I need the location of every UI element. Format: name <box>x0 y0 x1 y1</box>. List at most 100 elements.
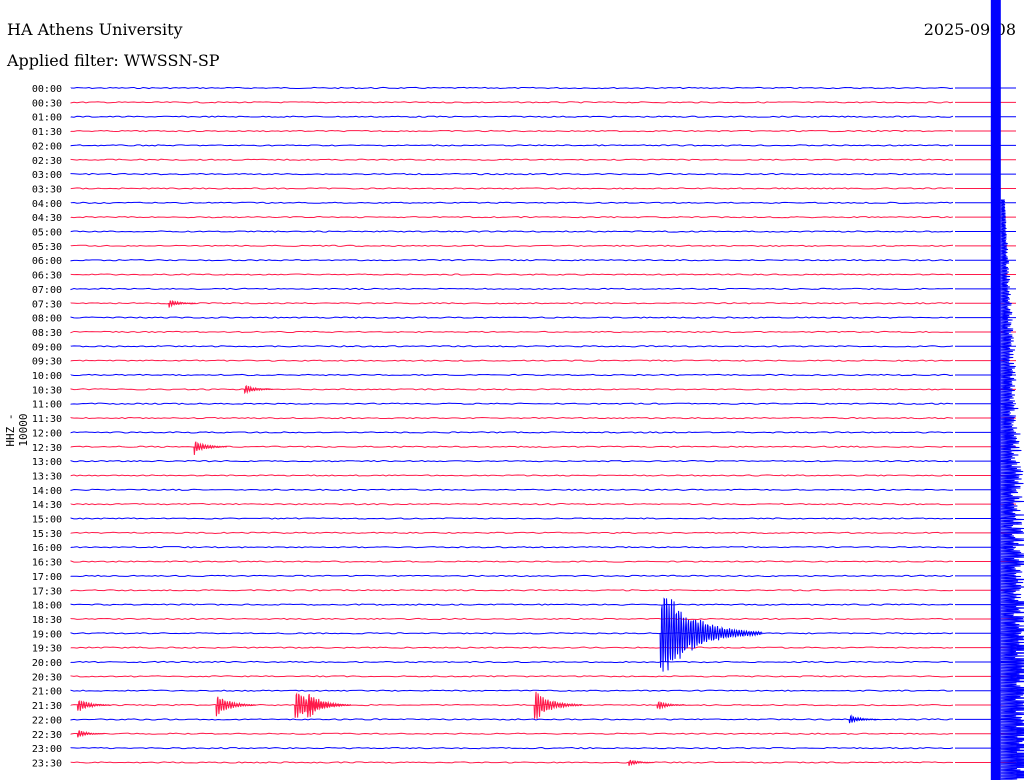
trace-line <box>70 86 954 90</box>
trace-line <box>70 732 953 735</box>
trace-line <box>70 230 954 233</box>
trace-line <box>70 216 954 219</box>
trace-label: 20:30 <box>32 672 62 683</box>
trace-line <box>70 488 954 491</box>
trace-label: 03:30 <box>32 184 62 195</box>
event-waveform <box>659 597 763 672</box>
trace-label: 00:00 <box>32 84 62 95</box>
trace-line <box>70 431 954 434</box>
trace-line <box>70 172 954 176</box>
trace-label: 10:30 <box>32 385 62 396</box>
event-waveform <box>243 384 273 395</box>
trace-label: 18:00 <box>32 601 62 612</box>
trace-line <box>70 388 954 391</box>
trace-line <box>70 402 954 405</box>
trace-label: 06:00 <box>32 256 62 267</box>
trace-label: 18:30 <box>32 615 62 626</box>
trace-line <box>70 531 954 534</box>
trace-line <box>70 287 954 291</box>
trace-label: 17:30 <box>32 586 62 597</box>
trace-line <box>70 546 954 549</box>
trace-line <box>70 646 954 649</box>
trace-line <box>70 201 954 204</box>
trace-label: 00:30 <box>32 98 62 109</box>
trace-line <box>70 746 954 750</box>
trace-label: 22:30 <box>32 730 62 741</box>
trace-label: 06:30 <box>32 271 62 282</box>
trace-line <box>70 560 954 563</box>
trace-line <box>70 603 954 606</box>
trace-line <box>70 187 954 190</box>
trace-label: 23:00 <box>32 744 62 755</box>
trace-label: 04:00 <box>32 199 62 210</box>
event-waveform <box>76 700 111 711</box>
trace-line <box>70 632 954 635</box>
trace-line <box>70 316 954 319</box>
trace-line <box>70 660 954 664</box>
trace-line <box>70 589 954 592</box>
trace-label: 19:30 <box>32 644 62 655</box>
trace-line <box>70 144 954 147</box>
trace-line <box>70 373 954 377</box>
event-waveform <box>533 691 583 719</box>
trace-label: 09:30 <box>32 357 62 368</box>
trace-line <box>70 101 954 104</box>
trace-label: 14:00 <box>32 486 62 497</box>
trace-label: 13:00 <box>32 457 62 468</box>
trace-line <box>70 617 954 621</box>
trace-line <box>70 459 954 463</box>
trace-line <box>70 574 954 578</box>
trace-label: 17:00 <box>32 572 62 583</box>
event-waveform <box>628 759 655 766</box>
trace-line <box>70 517 954 520</box>
trace-line <box>70 345 954 348</box>
trace-label: 09:00 <box>32 342 62 353</box>
trace-label: 10:00 <box>32 371 62 382</box>
trace-label: 14:30 <box>32 500 62 511</box>
trace-label: 07:30 <box>32 299 62 310</box>
event-waveform <box>306 693 352 718</box>
event-waveform <box>193 441 228 455</box>
trace-label: 19:00 <box>32 629 62 640</box>
trace-label: 12:00 <box>32 428 62 439</box>
trace-label: 11:00 <box>32 400 62 411</box>
trace-line <box>70 761 954 764</box>
trace-line <box>70 503 954 506</box>
large-event-coda <box>1000 199 1024 780</box>
trace-line <box>70 259 954 262</box>
event-waveform <box>168 300 196 308</box>
trace-line <box>70 330 954 334</box>
trace-line <box>70 129 954 133</box>
trace-label: 08:00 <box>32 314 62 325</box>
trace-label: 02:00 <box>32 141 62 152</box>
trace-line <box>70 718 953 721</box>
trace-line <box>70 675 954 678</box>
trace-label: 03:00 <box>32 170 62 181</box>
trace-label: 22:00 <box>32 715 62 726</box>
trace-line <box>70 474 954 477</box>
trace-label: 16:30 <box>32 558 62 569</box>
trace-line <box>70 273 954 276</box>
station-title: HA Athens University <box>7 20 183 39</box>
trace-line <box>70 703 954 707</box>
trace-label: 07:00 <box>32 285 62 296</box>
trace-label: 16:00 <box>32 543 62 554</box>
trace-label: 15:30 <box>32 529 62 540</box>
trace-label: 08:30 <box>32 328 62 339</box>
trace-label: 04:30 <box>32 213 62 224</box>
trace-label: 20:00 <box>32 658 62 669</box>
trace-label: 02:30 <box>32 156 62 167</box>
trace-line <box>70 158 954 161</box>
trace-label: 15:00 <box>32 515 62 526</box>
trace-line <box>70 244 954 247</box>
trace-label: 12:30 <box>32 443 62 454</box>
trace-label: 05:30 <box>32 242 62 253</box>
filter-label: Applied filter: WWSSN-SP <box>7 51 220 70</box>
trace-line <box>70 115 954 118</box>
trace-line <box>70 359 954 362</box>
trace-line <box>70 302 954 305</box>
trace-label: 01:30 <box>32 127 62 138</box>
trace-label: 21:30 <box>32 701 62 712</box>
event-waveform <box>215 696 257 717</box>
